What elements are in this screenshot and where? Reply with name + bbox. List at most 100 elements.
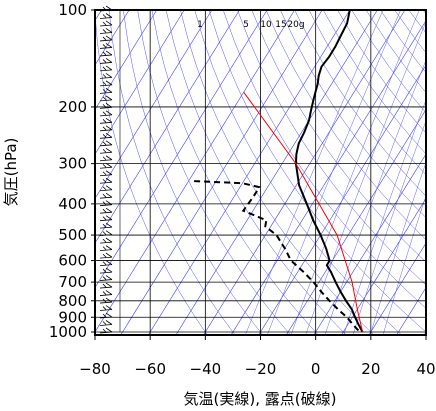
wind-barb [99, 312, 113, 319]
wind-barb [99, 95, 113, 102]
wind-barb [99, 58, 113, 64]
x-tick-label: −20 [245, 360, 277, 378]
y-tick-label: 300 [58, 155, 87, 173]
isotherm-line [313, 153, 426, 335]
isotherm-line [95, 10, 157, 111]
x-tick-label: 20 [361, 360, 380, 378]
mixing-ratio-label: 5 [243, 20, 249, 30]
wind-barb [99, 185, 113, 192]
adiabat-line [322, 10, 426, 155]
adiabat-line [151, 10, 319, 335]
wind-barb [99, 215, 113, 222]
x-axis-title: 気温(実線), 露点(破線) [184, 390, 337, 408]
wind-barb [99, 147, 113, 154]
wind-barb [99, 80, 113, 87]
adiabat-line [108, 10, 236, 335]
adiabat-line [237, 10, 426, 286]
isotherm-line [341, 197, 426, 335]
series-line-2 [243, 91, 364, 333]
wind-barb [99, 222, 113, 229]
x-tick-label: 0 [311, 360, 321, 378]
x-tick-labels: −80 −60 −40 −20 0 20 40 [79, 335, 436, 378]
y-tick-label: 900 [58, 308, 87, 326]
sounding-lines [194, 10, 364, 333]
isotherm-line [95, 10, 295, 333]
wind-barb [99, 260, 113, 267]
mixing-ratio-label: 15 [275, 20, 286, 30]
wind-barb [99, 267, 113, 274]
mixing-ratio-line [290, 10, 420, 335]
isotherm-line [95, 10, 213, 200]
mixing-ratio-line [266, 10, 401, 335]
adiabat-line [95, 10, 208, 335]
wind-barb [99, 305, 113, 311]
y-tick-label: 200 [58, 98, 87, 116]
isotherm-line [95, 10, 185, 155]
background-grid [95, 10, 426, 335]
wind-barb [99, 103, 113, 109]
x-tick-label: −40 [190, 360, 222, 378]
wind-barb [99, 200, 113, 207]
adiabat-line [194, 10, 403, 335]
wind-barb [99, 162, 113, 169]
mixing-ratio-label: 10 [260, 20, 272, 30]
mixing-ratio-line [305, 21, 426, 335]
adiabat-line [123, 10, 264, 335]
y-tick-label: 800 [58, 292, 87, 310]
mixing-ratio-line [382, 194, 426, 335]
wind-barb [99, 35, 113, 42]
adiabat-line [380, 10, 426, 73]
isotherm-line [203, 10, 406, 335]
series-line-1 [194, 180, 361, 333]
mixing-ratio-line [324, 59, 426, 335]
adiabat-line [280, 10, 426, 219]
wind-barb [99, 282, 113, 289]
mixing-ratio-line [370, 161, 426, 335]
isotherm-line [175, 10, 378, 335]
y-tick-label: 500 [58, 226, 87, 244]
wind-barb [99, 297, 113, 304]
mixing-ratio-label: 20g [287, 20, 304, 30]
y-tick-label: 1000 [49, 323, 87, 341]
adiabat-line [165, 10, 347, 335]
wind-barb [99, 290, 113, 296]
wind-barb [99, 245, 113, 252]
adiabat-line [408, 10, 426, 34]
adiabat-line [251, 10, 426, 263]
adiabat-line [265, 10, 426, 241]
wind-barb [99, 117, 113, 124]
wind-barb [99, 192, 113, 199]
wind-barb [99, 110, 113, 117]
wind-barb [99, 237, 113, 244]
wind-barb [99, 170, 113, 177]
wind-barb [99, 132, 113, 139]
wind-barb [99, 230, 113, 237]
wind-barb [99, 20, 113, 27]
wind-barb [99, 28, 113, 34]
isotherm-line [147, 10, 351, 335]
wind-barb [99, 65, 113, 72]
mixing-ratio-line [352, 120, 426, 335]
wind-barb [99, 275, 113, 281]
wind-barb [99, 177, 113, 184]
isotherm-line [230, 20, 426, 335]
mixing-ratio-labels: 1 5 10 15 20g [197, 20, 304, 30]
wind-barbs [99, 5, 121, 334]
adiabat-line [137, 10, 292, 335]
wind-barb [99, 73, 113, 79]
series-line-0 [294, 10, 364, 333]
isotherm-line [396, 286, 426, 335]
wind-barb [99, 327, 113, 334]
isotherm-line [368, 242, 426, 335]
x-tick-label: 40 [416, 360, 435, 378]
temperature-gridlines [149, 10, 372, 335]
wind-barb [99, 252, 113, 259]
mixing-ratio-line [244, 10, 384, 335]
adiabat-line [208, 10, 426, 333]
isotherm-line [423, 331, 426, 335]
wind-barb [99, 50, 113, 57]
wind-barb [99, 320, 113, 326]
adiabat-line [308, 10, 426, 176]
